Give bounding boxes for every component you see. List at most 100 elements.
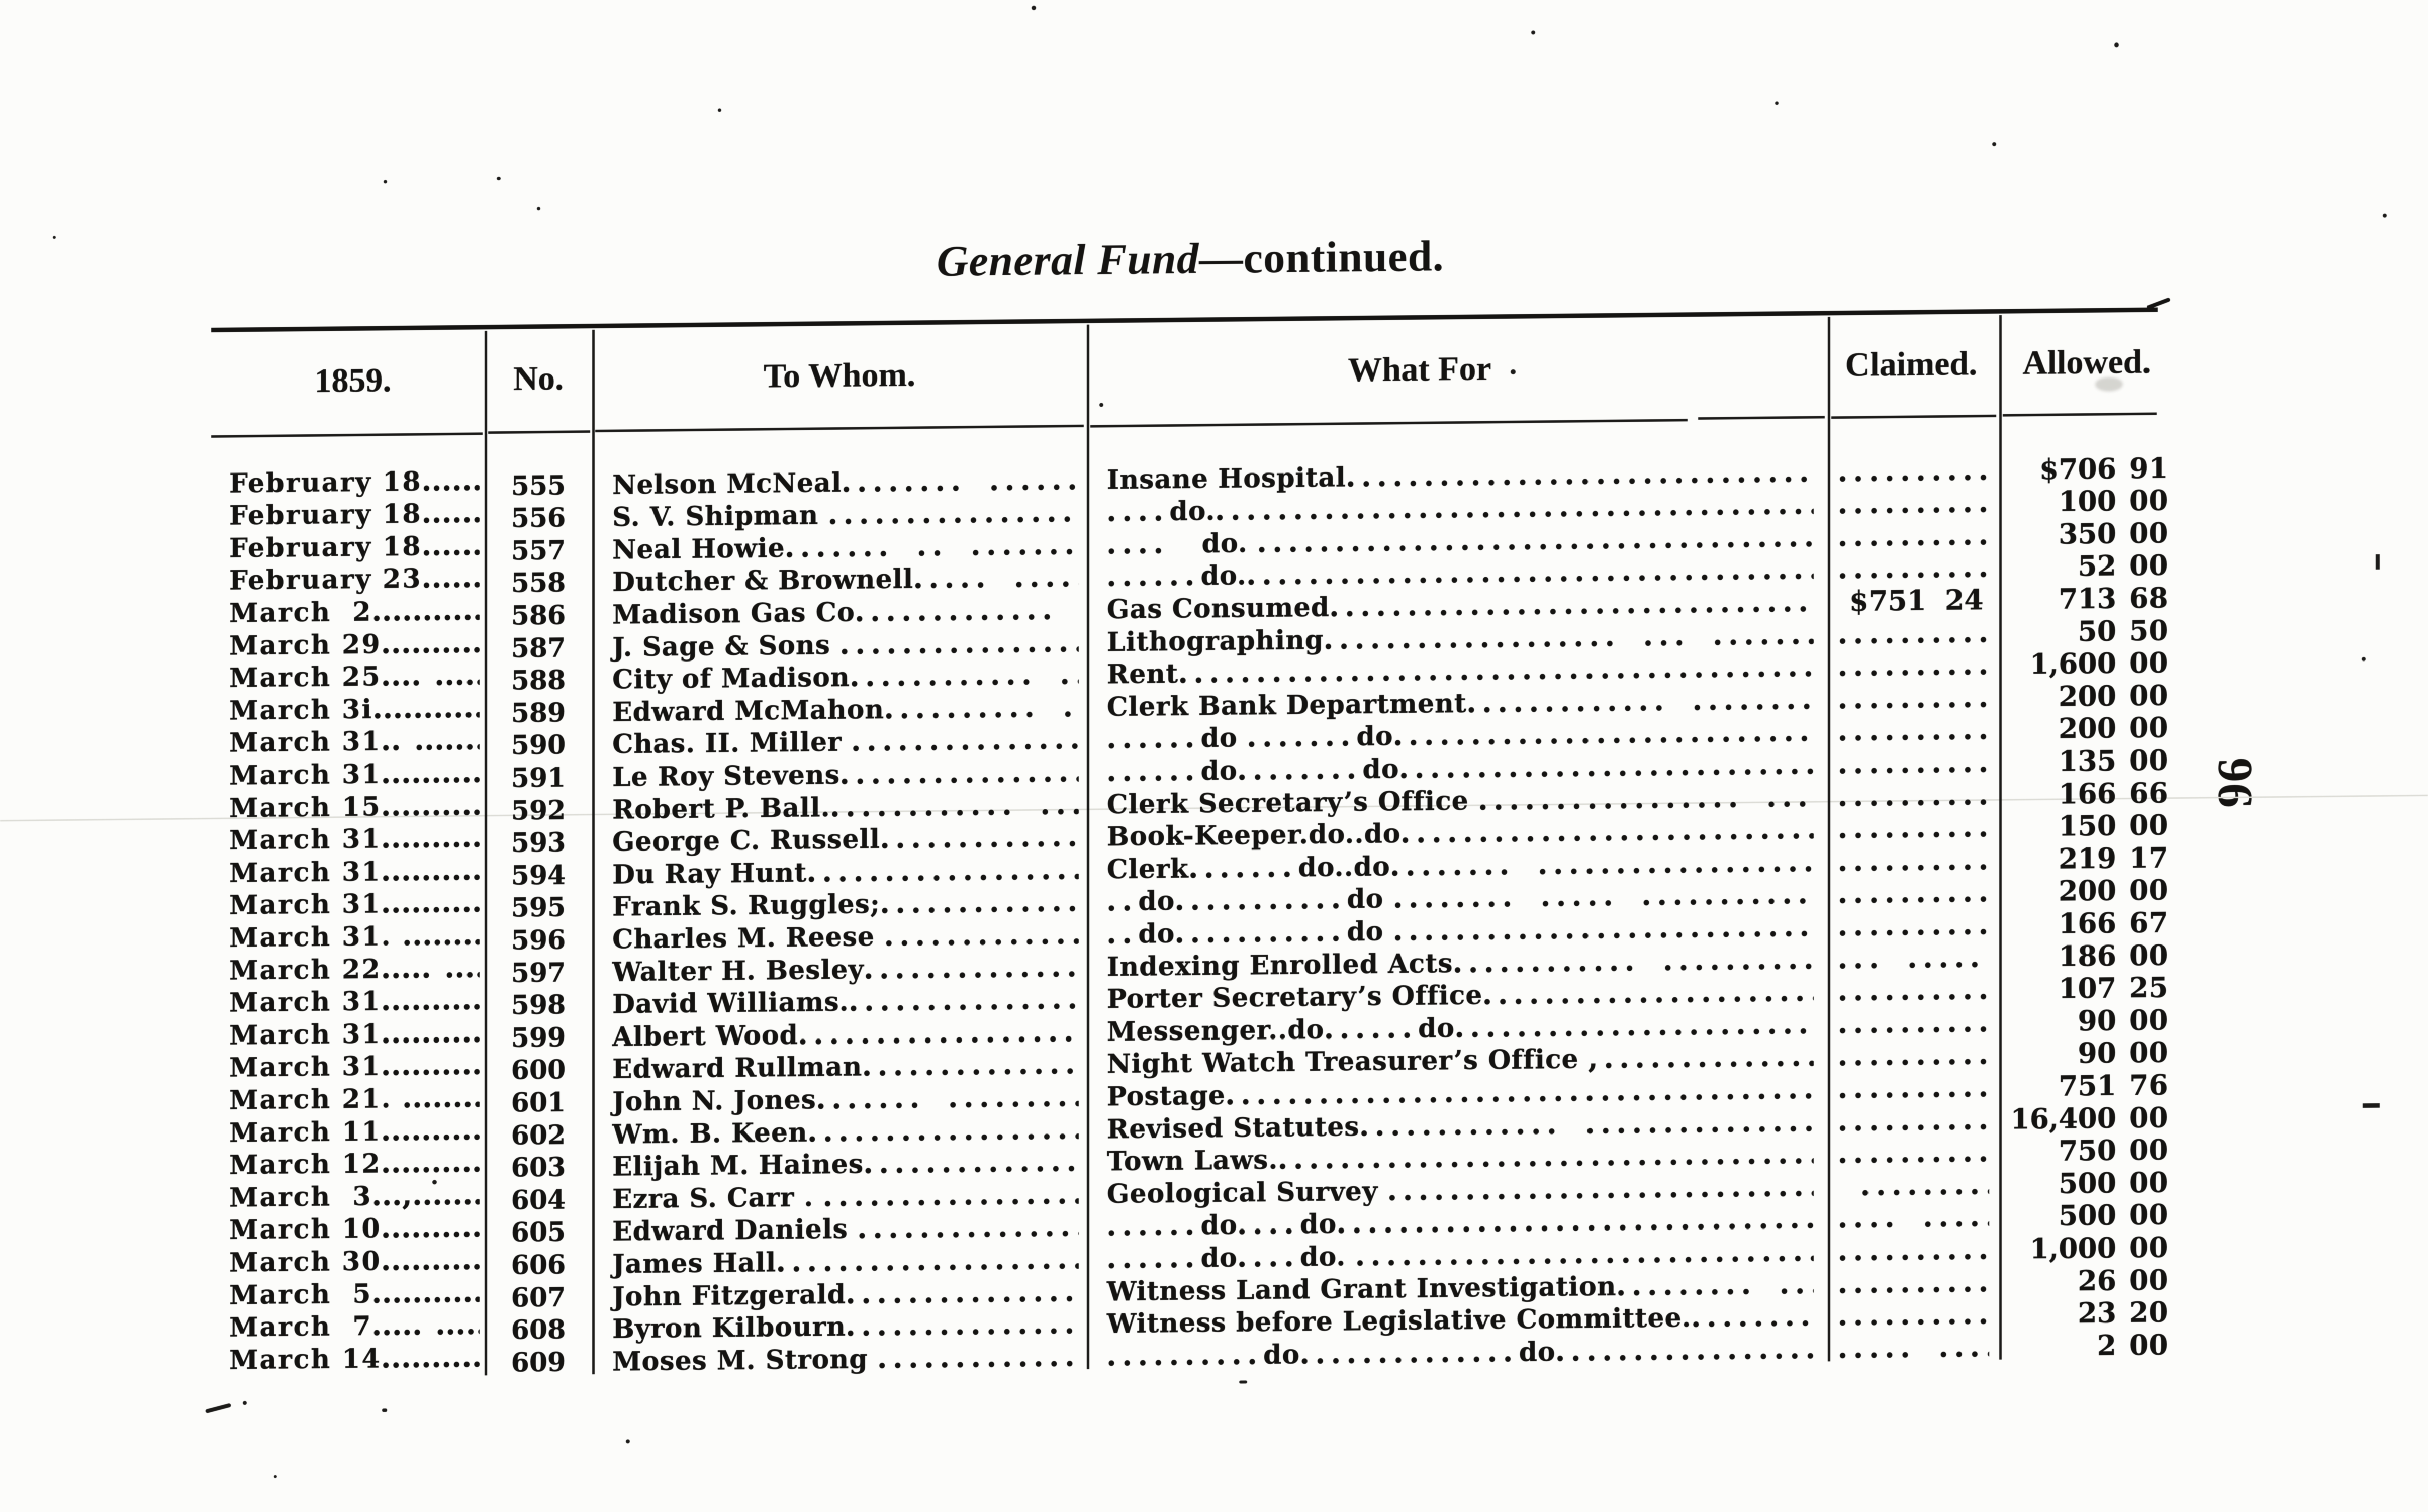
header-underrule-seg7: [2003, 412, 2157, 417]
cell-allowed: 52 00: [2078, 548, 2168, 583]
cell-date: March 29..............: [229, 627, 480, 662]
cell-date: March 2..............: [229, 595, 480, 629]
page-number: 96: [2208, 756, 2262, 808]
noise-speck: [1531, 30, 1535, 35]
cell-no: 596: [511, 924, 566, 956]
title-fund-name: General Fund: [937, 234, 1199, 286]
cell-claimed: ...........: [1838, 1039, 1989, 1072]
cell-allowed: $706 91: [2039, 451, 2168, 486]
cell-claimed: ..... ....: [1838, 1332, 1989, 1365]
cell-no: 556: [511, 502, 566, 534]
cell-claimed: ...........: [1838, 1137, 1989, 1170]
cell-no: 589: [511, 697, 566, 729]
cell-no: 607: [511, 1282, 566, 1313]
table-top-rule-hook: [2146, 297, 2171, 310]
corner-pen-mark: [205, 1403, 232, 1414]
cell-allowed: 750 00: [2059, 1133, 2168, 1167]
noise-speck: [1239, 1380, 1247, 1384]
cell-allowed: 200 00: [2059, 679, 2168, 713]
cell-claimed: ...........: [1838, 844, 1989, 878]
cell-allowed: 100 00: [2059, 484, 2168, 518]
cell-claimed: ...........: [1838, 487, 1989, 520]
cell-no: 557: [511, 535, 566, 566]
cell-allowed: 50 50: [2078, 613, 2168, 647]
cell-no: 605: [511, 1217, 566, 1249]
cell-allowed: 219 17: [2059, 841, 2168, 875]
cell-allowed: 1,000 00: [2029, 1231, 2168, 1265]
header-underrule-seg1: [211, 432, 483, 438]
cell-allowed: 200 00: [2059, 711, 2168, 745]
cell-claimed: ...........: [1838, 974, 1989, 1007]
header-allowed: Allowed.: [2022, 342, 2151, 382]
cell-date: March 31..............: [229, 757, 480, 791]
cell-date: March 5..............: [229, 1277, 480, 1311]
cell-no: 608: [511, 1314, 566, 1346]
cell-no: 595: [511, 892, 566, 924]
noise-speck: [2383, 213, 2387, 218]
cell-no: 598: [511, 989, 566, 1021]
margin-dash: [2363, 1103, 2380, 1108]
noise-speck: [274, 1475, 277, 1478]
cell-claimed: ...........: [1838, 1072, 1989, 1105]
header-underrule-seg4: [1090, 419, 1688, 428]
cell-allowed: 186 00: [2059, 938, 2168, 973]
noise-speck: [384, 180, 387, 184]
cell-no: 591: [511, 762, 566, 794]
noise-speck: [1992, 142, 1996, 146]
cell-allowed: 1,600 00: [2029, 646, 2168, 681]
cell-date: March 31..............: [229, 887, 480, 921]
cell-claimed: $751 24: [1849, 583, 1984, 617]
cell-claimed: ...........: [1838, 812, 1989, 845]
noise-speck: [53, 236, 56, 239]
header-to-whom: To Whom.: [763, 355, 916, 395]
cell-no: 601: [511, 1087, 566, 1118]
cell-date: March 30..............: [229, 1244, 480, 1278]
cell-no: 590: [511, 730, 566, 762]
cell-no: 600: [511, 1055, 566, 1086]
header-underrule-seg5: [1698, 416, 1825, 420]
cell-date: February 23..............: [229, 562, 480, 597]
cell-date: March 31..............: [229, 984, 480, 1018]
cell-claimed: ...........: [1838, 877, 1989, 910]
cell-claimed: ...........: [1838, 1267, 1989, 1300]
header-what-for: What For: [1348, 349, 1491, 389]
cell-date: March 31..............: [229, 1017, 480, 1051]
cell-claimed: ...........: [1838, 909, 1989, 942]
cell-to-whom: Moses M. Strong ........................…: [612, 1341, 1079, 1377]
cell-what-for: ..........do..............do............…: [1106, 1333, 1814, 1372]
cell-date: March 21. ..............: [229, 1082, 480, 1116]
cell-date: March 15..............: [229, 790, 480, 824]
cell-date: March 25.... ..........: [229, 659, 480, 694]
cell-date: February 18..............: [229, 530, 480, 564]
header-underrule-seg3: [595, 424, 1084, 432]
cell-no: 592: [511, 795, 566, 826]
cell-no: 555: [511, 470, 566, 502]
noise-speck: [2114, 42, 2119, 48]
cell-date: March 22..... .........: [229, 952, 480, 986]
header-underrule-seg2: [488, 430, 590, 434]
cell-claimed: ...........: [1838, 649, 1989, 683]
cell-allowed: 23 20: [2078, 1295, 2168, 1330]
cell-claimed: ... .....: [1838, 942, 1987, 975]
cell-claimed: ...........: [1838, 1234, 1989, 1267]
cell-allowed: 107 25: [2059, 971, 2168, 1005]
noise-speck: [382, 1408, 387, 1412]
cell-claimed: ...........: [1838, 1299, 1989, 1332]
cell-no: 597: [511, 957, 566, 989]
cell-no: 602: [511, 1119, 566, 1151]
cell-allowed: 166 67: [2059, 906, 2168, 940]
noise-speck: [2362, 657, 2366, 662]
cell-no: 593: [511, 827, 566, 859]
ledger-table: 1859. No. To Whom. What For Claimed. All…: [211, 297, 2172, 1388]
cell-allowed: 350 00: [2059, 516, 2168, 550]
header-claimed: Claimed.: [1845, 344, 1978, 384]
cell-allowed: 713 68: [2059, 581, 2168, 615]
cell-date: March 31. ..............: [229, 919, 480, 954]
cell-allowed: 135 00: [2059, 743, 2168, 778]
cell-allowed: 2 00: [2097, 1328, 2168, 1362]
cell-date: March 7..... .........: [229, 1309, 480, 1343]
header-underrule-seg6: [1831, 414, 1996, 419]
cell-claimed: ...........: [1838, 1007, 1989, 1040]
noise-speck: [626, 1439, 630, 1444]
cell-claimed: ...........: [1838, 617, 1989, 650]
